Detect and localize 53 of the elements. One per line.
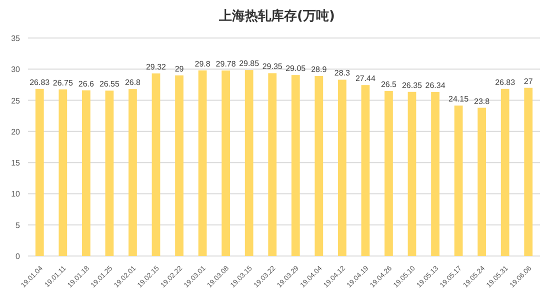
data-label: 29.8 [194, 59, 211, 68]
bar [408, 92, 416, 256]
bar [524, 88, 533, 256]
bar [314, 76, 324, 256]
data-label: 26.83 [30, 78, 50, 87]
y-tick-label: 0 [16, 252, 21, 261]
y-tick-label: 20 [11, 127, 21, 136]
y-tick-label: 25 [11, 96, 21, 106]
bar [222, 70, 230, 256]
data-label: 26.8 [124, 78, 142, 88]
data-label: 29.78 [216, 60, 236, 69]
bar [338, 80, 346, 256]
bar [500, 88, 510, 256]
bar [35, 88, 44, 256]
data-label: 26.5 [380, 80, 398, 89]
data-label: 26.6 [78, 79, 95, 88]
data-label: 29.05 [286, 64, 306, 74]
chart-title: 上海热轧库存(万吨) [218, 8, 335, 24]
bar [175, 75, 184, 256]
bar [82, 90, 90, 256]
data-label: 29.35 [262, 62, 283, 72]
y-tick-label: 15 [11, 158, 21, 168]
data-label: 29 [174, 64, 184, 74]
y-tick-label: 30 [11, 65, 21, 74]
y-tick-label: 10 [11, 190, 21, 199]
data-label: 26.75 [52, 78, 74, 88]
bar [454, 106, 463, 256]
bar [198, 70, 207, 256]
data-label: 26.34 [425, 80, 446, 90]
y-tick-label: 5 [16, 220, 21, 230]
bar [152, 73, 160, 256]
data-label: 26.35 [402, 80, 423, 90]
data-label: 29.32 [146, 62, 167, 72]
bar [431, 92, 440, 256]
data-label: 26.55 [99, 80, 120, 89]
bar [105, 90, 114, 256]
data-label: 27 [524, 76, 534, 86]
data-label: 27.44 [355, 74, 376, 84]
data-label: 23.8 [474, 96, 490, 106]
data-label: 28.9 [311, 64, 328, 74]
data-label: 28.3 [334, 68, 351, 78]
bar [268, 73, 277, 256]
bar [244, 70, 254, 256]
bar [128, 89, 137, 256]
bar [361, 85, 370, 256]
y-tick-label: 35 [11, 34, 21, 43]
data-label: 29.85 [239, 59, 260, 68]
data-label: 26.83 [495, 78, 516, 87]
data-label: 24.15 [448, 94, 470, 104]
bar [384, 90, 393, 256]
bar [478, 108, 486, 256]
bar [58, 89, 68, 256]
bar [291, 75, 300, 256]
